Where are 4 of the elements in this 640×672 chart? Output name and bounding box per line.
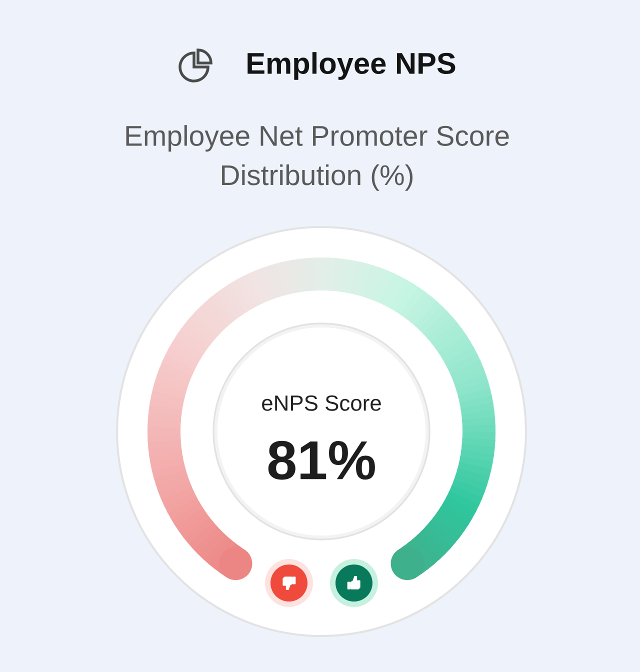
- category-label: eNPS Score: [262, 395, 381, 411]
- text: Employee NPS: [248, 52, 456, 80]
- data-label: 81%: [268, 440, 375, 480]
- text: Employee Net Promoter Score Distribution (%): [126, 125, 509, 191]
